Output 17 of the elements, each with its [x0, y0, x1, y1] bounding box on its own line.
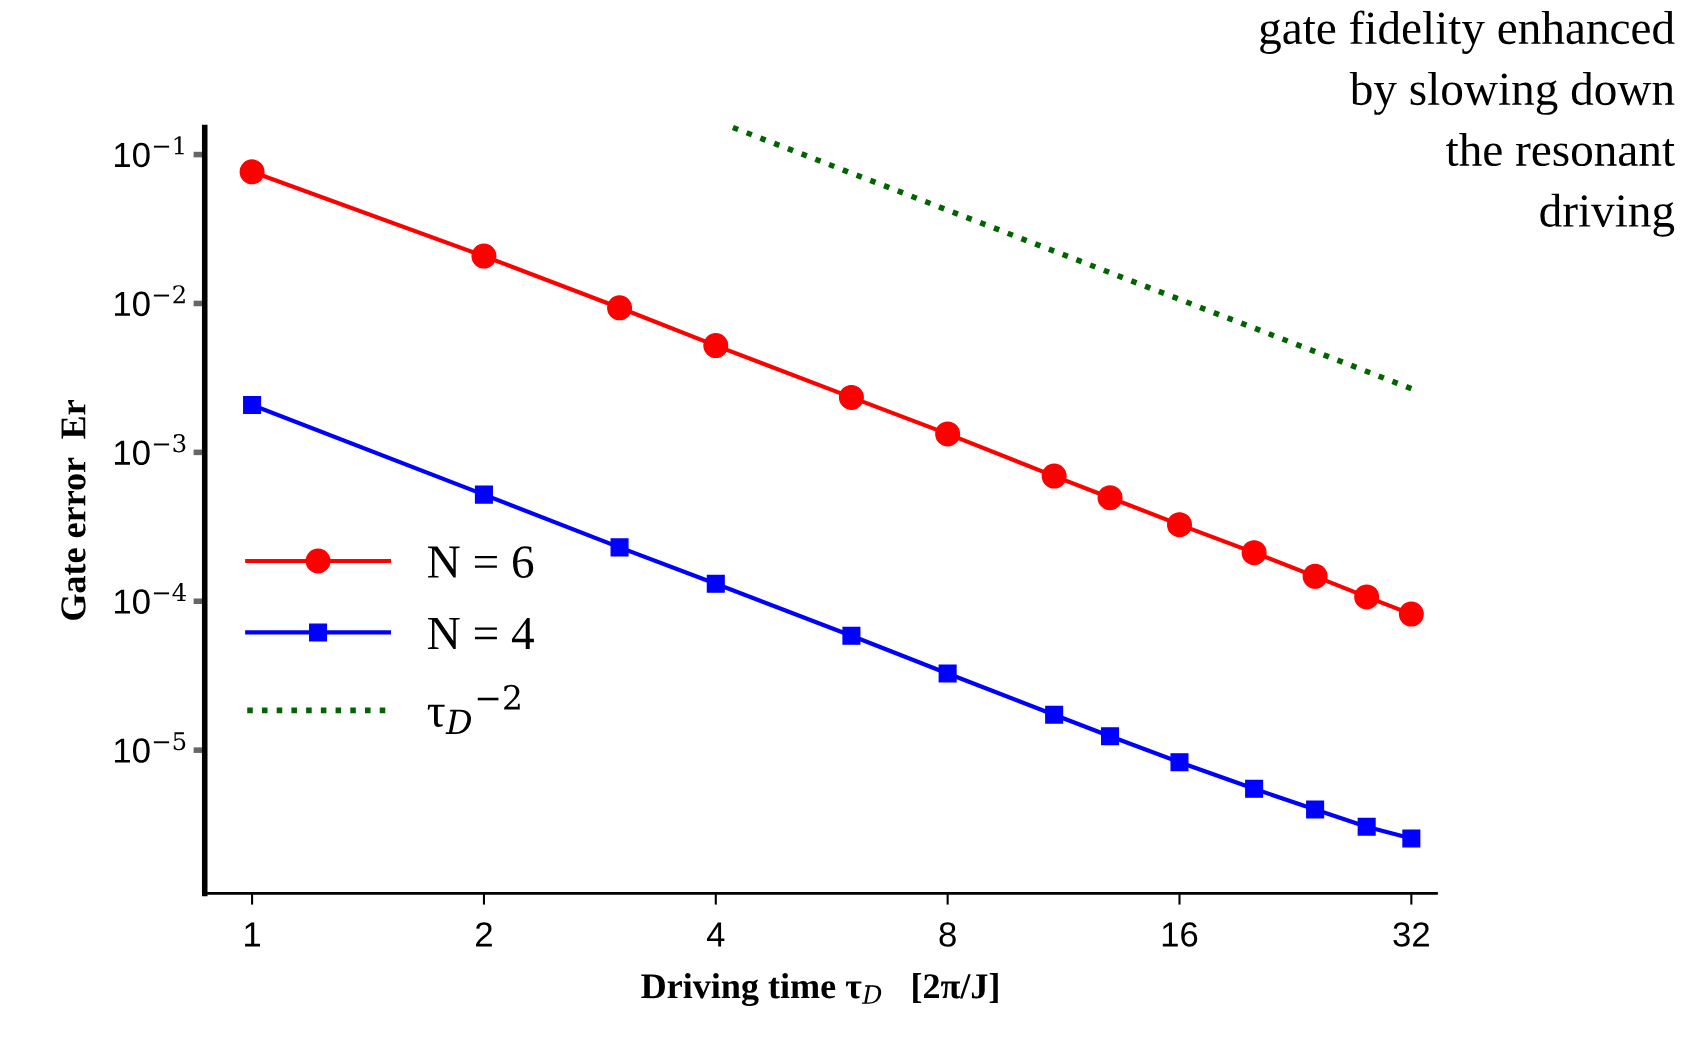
- legend-label: N = 6: [428, 546, 534, 578]
- annotation: gate fidelity enhanced by slowing down the resonant driving: [1260, 10, 1675, 237]
- y-tick-label: 10$^{−1}$: [115, 136, 184, 168]
- x-tick-label: 1: [245, 922, 261, 947]
- y-tick-label: 10$^{−2}$: [115, 285, 185, 317]
- y-axis-title: Gate error Er: [61, 400, 86, 620]
- x-tick-label: 8: [939, 922, 956, 947]
- y-tick-label: 10$^{−3}$: [115, 434, 186, 466]
- y-tick-label: 10$^{−4}$: [115, 582, 186, 614]
- y-tick-label: 10$^{−5}$: [115, 732, 186, 763]
- x-tick-label: 2: [476, 922, 492, 947]
- x-tick-label: 4: [706, 922, 725, 947]
- text: Driving time τ$_{D}$ [2π/J]: [641, 973, 998, 1007]
- legend-label: τ$_{D}$$^{−2}$: [427, 684, 520, 734]
- x-tick-label: 32: [1393, 922, 1429, 947]
- x-tick-label: 16: [1162, 922, 1198, 947]
- legend-label: N = 4: [428, 617, 534, 649]
